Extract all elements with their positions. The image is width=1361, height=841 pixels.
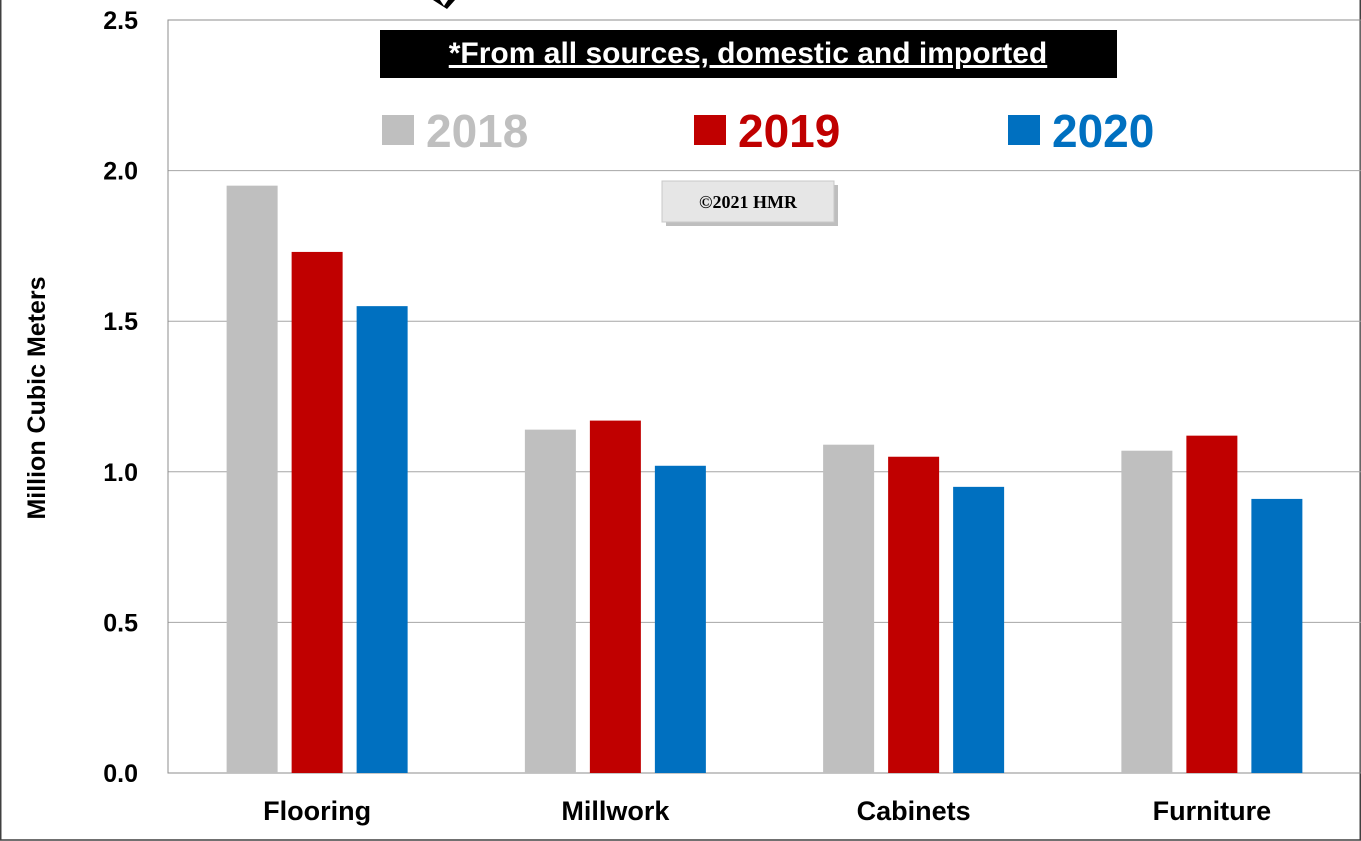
- legend-swatch-2019: [694, 115, 726, 145]
- y-tick-label: 0.0: [103, 760, 138, 788]
- y-axis-label: Million Cubic Meters: [23, 276, 51, 519]
- bar-2019-cabinets: [888, 456, 940, 773]
- y-tick-label: 2.5: [103, 7, 138, 35]
- clipped-title-fragment: [433, 0, 455, 9]
- y-tick-label: 0.5: [103, 609, 138, 637]
- x-axis-ticks: Flooring Millwork Cabinets Furniture: [263, 796, 1271, 826]
- bar-2018-millwork: [524, 429, 576, 773]
- bar-2018-furniture: [1121, 450, 1173, 773]
- bar-2020-flooring: [356, 306, 408, 773]
- bar-2020-cabinets: [953, 486, 1005, 773]
- legend-label-2019: 2019: [738, 105, 840, 157]
- x-tick-label: Flooring: [263, 796, 371, 826]
- copyright-box: [661, 180, 835, 223]
- y-tick-label: 1.5: [103, 308, 138, 336]
- y-tick-label: 2.0: [103, 158, 138, 186]
- legend-swatch-2018: [382, 115, 414, 145]
- bar-2018-flooring: [226, 185, 278, 773]
- bar-2019-millwork: [589, 420, 641, 773]
- copyright-text: ©2021 HMR: [699, 192, 798, 212]
- bars: [226, 185, 1303, 773]
- legend-swatch-2020: [1008, 115, 1040, 145]
- y-tick-label: 1.0: [103, 459, 138, 487]
- x-tick-label: Furniture: [1153, 796, 1272, 826]
- x-tick-label: Millwork: [561, 796, 670, 826]
- bar-2020-millwork: [654, 465, 706, 773]
- bar-2020-furniture: [1251, 498, 1303, 773]
- y-axis-ticks: 0.0 0.5 1.0 1.5 2.0 2.5: [103, 7, 138, 788]
- legend: 2018 2019 2020: [382, 105, 1154, 157]
- legend-label-2018: 2018: [426, 105, 528, 157]
- legend-label-2020: 2020: [1052, 105, 1154, 157]
- banner-text: *From all sources, domestic and imported: [449, 37, 1047, 70]
- banner-box: [380, 30, 1117, 78]
- bar-2018-cabinets: [823, 444, 875, 773]
- x-tick-label: Cabinets: [857, 796, 971, 826]
- gridlines: [168, 170, 1361, 623]
- bar-2019-flooring: [291, 251, 343, 773]
- bar-2019-furniture: [1186, 435, 1238, 773]
- plot-area: [167, 19, 1361, 774]
